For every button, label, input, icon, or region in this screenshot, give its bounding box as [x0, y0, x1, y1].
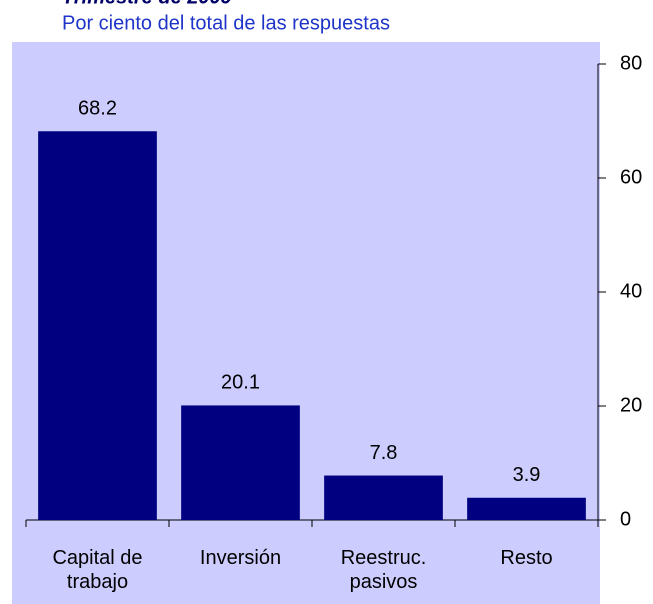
value-label: 68.2	[78, 98, 117, 120]
y-tick-label: 0	[620, 508, 631, 530]
chart-subtitle: Por ciento del total de las respuestas	[62, 12, 390, 34]
x-tick-label: Capital de trabajo	[52, 547, 143, 593]
bar	[324, 475, 443, 520]
y-tick-label: 20	[620, 394, 642, 416]
value-label: 7.8	[370, 442, 398, 464]
bar	[181, 405, 300, 520]
value-label: 3.9	[513, 464, 541, 486]
bar	[467, 497, 586, 520]
chart-title: Trimestre de 2009	[62, 0, 233, 8]
bar	[38, 131, 157, 520]
x-tick-label: Inversión	[199, 547, 282, 569]
x-tick-label: Resto	[500, 547, 553, 569]
value-label: 20.1	[221, 372, 260, 394]
x-tick-label: Reestruc. pasivos	[340, 547, 427, 593]
y-tick-label: 80	[620, 52, 642, 74]
y-tick-label: 40	[620, 280, 642, 302]
y-tick-label: 60	[620, 166, 642, 188]
